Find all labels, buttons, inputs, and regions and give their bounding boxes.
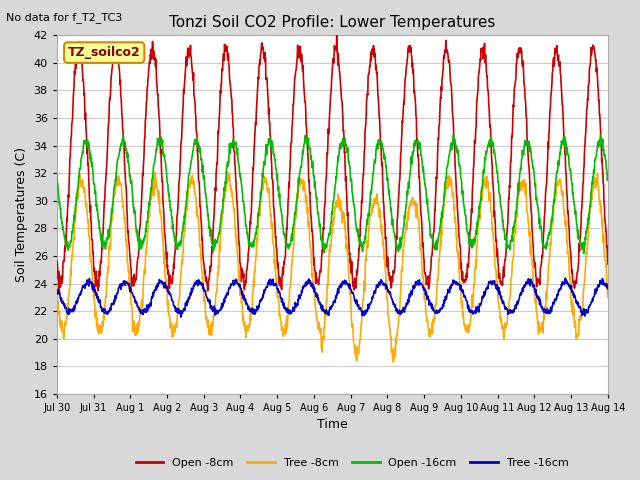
- Y-axis label: Soil Temperatures (C): Soil Temperatures (C): [15, 147, 28, 282]
- Legend: Open -8cm, Tree -8cm, Open -16cm, Tree -16cm: Open -8cm, Tree -8cm, Open -16cm, Tree -…: [131, 453, 573, 472]
- Text: No data for f_T2_TC3: No data for f_T2_TC3: [6, 12, 123, 23]
- Text: TZ_soilco2: TZ_soilco2: [68, 46, 141, 59]
- X-axis label: Time: Time: [317, 419, 348, 432]
- Title: Tonzi Soil CO2 Profile: Lower Temperatures: Tonzi Soil CO2 Profile: Lower Temperatur…: [169, 15, 495, 30]
